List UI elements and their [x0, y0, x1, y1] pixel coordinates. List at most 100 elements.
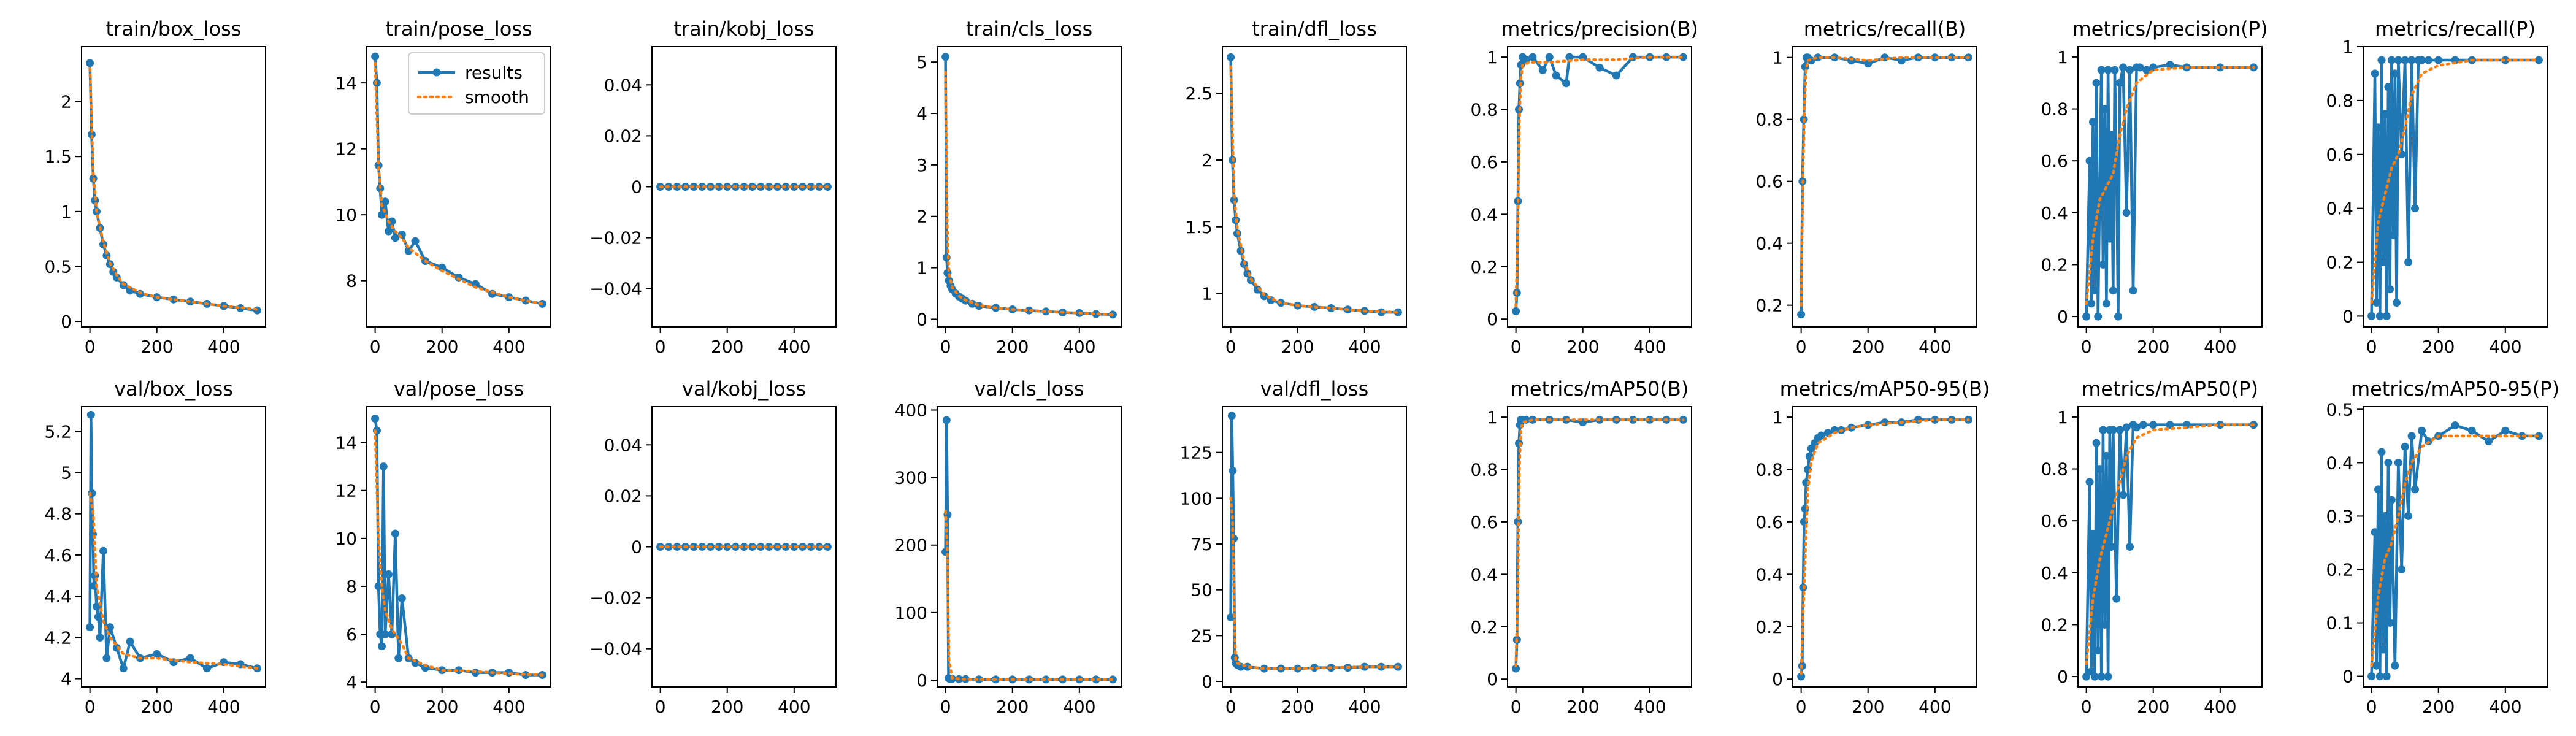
results-point	[2115, 426, 2124, 434]
y-tick-label: 1	[1772, 407, 1783, 427]
axes-frame	[366, 406, 551, 688]
y-tick-label: 0	[631, 177, 642, 197]
subplot-7: metrics/precision(P) 0 200 400 0 0.2 0.4 0.6 0.8…	[2041, 17, 2267, 357]
x-tick-label: 0	[1796, 337, 1807, 357]
results-line	[2370, 58, 2539, 318]
results-point	[1227, 613, 1235, 621]
y-tick-label: 10	[335, 205, 357, 225]
results-point	[203, 664, 211, 673]
results-point	[2107, 543, 2115, 551]
axes-frame	[1792, 406, 1977, 688]
results-point	[2411, 485, 2419, 494]
results-point	[1310, 664, 1319, 672]
plot-area	[656, 183, 832, 191]
x-tick-label: 200	[2137, 697, 2169, 717]
results-point	[2102, 451, 2110, 460]
results-line	[1800, 56, 1969, 315]
y-tick-label: 12	[335, 139, 357, 159]
x-tick-label: 400	[1063, 337, 1095, 357]
results-line	[1514, 418, 1684, 669]
x-tick-label: 200	[426, 697, 458, 717]
results-point	[1327, 304, 1335, 312]
subplot-3: train/cls_loss 0 200 400 0 1 2 3 4 5	[916, 17, 1122, 357]
y-tick-label: 0.4	[2041, 563, 2068, 583]
subplot-6: metrics/recall(B) 0 200 400 0.2 0.4 0.6 0.8 1	[1755, 17, 1977, 357]
x-tick-label: 200	[426, 337, 458, 357]
results-line	[88, 413, 258, 670]
results-point	[2136, 63, 2144, 72]
results-point	[1545, 53, 1554, 61]
y-tick-label: 2	[1202, 150, 1213, 171]
axes-frame	[2363, 406, 2548, 688]
y-tick-label: 0.02	[604, 486, 642, 506]
y-tick-label: 0	[2057, 307, 2068, 327]
y-tick-label: 0.2	[2041, 615, 2068, 635]
y-tick-label: 0	[1487, 309, 1498, 329]
y-tick-label: 0.4	[2326, 453, 2353, 473]
x-tick-label: 400	[207, 337, 240, 357]
x-tick-label: 0	[2081, 697, 2092, 717]
results-line	[1514, 55, 1684, 312]
results-point	[2371, 528, 2379, 537]
y-tick-label: 0	[2342, 306, 2353, 326]
results-point	[371, 52, 380, 61]
results-point	[2122, 209, 2131, 217]
plot-area	[2367, 421, 2543, 681]
y-tick-label: 4.4	[44, 586, 72, 607]
results-point	[105, 623, 114, 632]
results-point	[2534, 432, 2543, 440]
results-point	[153, 650, 161, 658]
results-point	[102, 654, 111, 662]
results-point	[2467, 426, 2476, 435]
results-point	[765, 543, 773, 551]
subplot-2: train/kobj_loss 0 200 400 −0.04 −0.02 0 0.02 0.0…	[589, 17, 837, 357]
results-point	[2089, 529, 2097, 538]
axes-frame	[1507, 46, 1692, 328]
results-point	[2386, 619, 2394, 627]
subplot-12: val/cls_loss 0 200 400 0 100 200 300 400	[895, 377, 1122, 717]
subplot-17: metrics/mAP50-95(P) 0 200 400 0 0.1 0.2 0.3 0.4 0…	[2326, 377, 2559, 717]
x-tick-label: 0	[655, 337, 666, 357]
y-tick-label: 100	[1180, 488, 1213, 508]
results-line	[944, 418, 1113, 681]
x-tick-label: 400	[1348, 337, 1381, 357]
results-point	[1864, 421, 1873, 429]
results-point	[2394, 458, 2402, 467]
y-tick-label: 0.3	[2326, 506, 2353, 526]
results-point	[1565, 53, 1574, 61]
results-point	[2094, 312, 2103, 321]
x-tick-label: 400	[2489, 697, 2521, 717]
results-point	[2110, 66, 2119, 74]
x-tick-label: 200	[1281, 337, 1314, 357]
x-tick-label: 0	[940, 697, 951, 717]
results-line	[374, 418, 543, 677]
x-tick-label: 400	[2489, 337, 2521, 357]
y-tick-label: 2	[61, 92, 72, 112]
results-point	[2367, 312, 2376, 320]
plot-area	[86, 59, 261, 315]
y-tick-label: 0.2	[1755, 617, 1783, 637]
legend-box	[408, 52, 545, 115]
y-tick-label: 14	[335, 433, 357, 453]
results-point	[1528, 53, 1537, 61]
x-tick-label: 400	[493, 337, 525, 357]
y-tick-label: 0.8	[1755, 460, 1783, 480]
x-tick-label: 200	[2137, 337, 2169, 357]
results-point	[381, 197, 389, 206]
results-point	[765, 183, 773, 191]
results-point	[2109, 286, 2117, 295]
x-tick-label: 200	[1566, 337, 1599, 357]
y-tick-label: 75	[1190, 534, 1213, 554]
results-point	[2379, 645, 2388, 654]
axes-frame	[1792, 46, 1977, 328]
y-tick-label: 0.6	[1470, 152, 1498, 172]
y-tick-label: 2.5	[1185, 83, 1213, 104]
subplot-14: metrics/mAP50(B) 0 200 400 0 0.2 0.4 0.6 0.8 1	[1470, 377, 1692, 717]
subplot-title: train/box_loss	[106, 17, 242, 40]
subplot-title: metrics/precision(P)	[2072, 17, 2267, 40]
plot-area	[1797, 53, 1972, 319]
results-line	[1229, 57, 1398, 314]
axes-frame	[1222, 46, 1407, 328]
y-tick-label: 1	[2342, 37, 2353, 57]
y-tick-label: 1	[1487, 47, 1498, 67]
